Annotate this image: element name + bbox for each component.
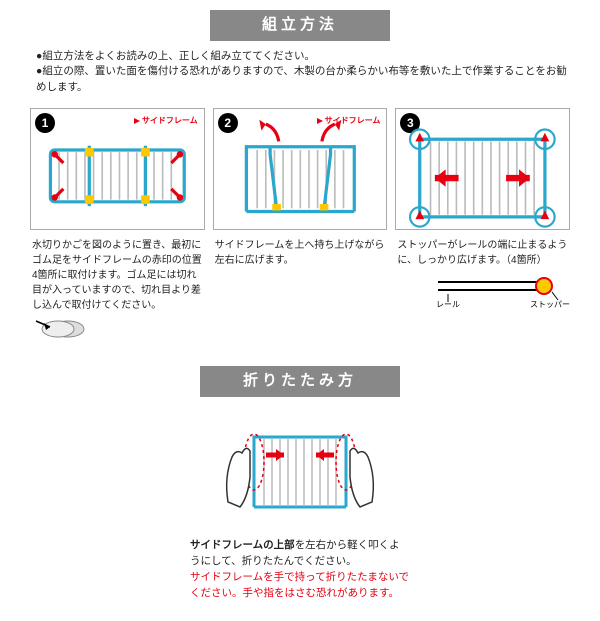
- intro-line: ●組立の際、置いた面を傷付ける恐れがありますので、木製の台か柔らかい布等を敷いた…: [36, 64, 570, 96]
- fold-section: 折りたたみ方: [30, 366, 570, 601]
- assembly-title: 組立方法: [210, 10, 390, 41]
- step-1: 1 サイドフレーム: [30, 108, 205, 230]
- step-2: 2 サイドフレーム: [213, 108, 388, 230]
- svg-text:ストッパー: ストッパー: [530, 300, 570, 308]
- side-frame-label: サイドフレーム: [317, 115, 381, 127]
- svg-text:レール: レール: [436, 300, 460, 308]
- rail-diagram: レール ストッパー: [395, 272, 570, 314]
- fold-bold: サイドフレームの上部: [190, 539, 295, 551]
- intro-text: ●組立方法をよくお読みの上、正しく組み立ててください。 ●組立の際、置いた面を傷…: [36, 49, 570, 96]
- fold-text: サイドフレームの上部を左右から軽く叩くようにして、折りたたんでください。 サイド…: [190, 538, 410, 601]
- fold-title: 折りたたみ方: [200, 366, 400, 397]
- step-caption: ストッパーがレールの端に止まるように、しっかり広げます。（4箇所）: [395, 234, 570, 268]
- fold-diagram: [210, 407, 390, 527]
- steps-row: 1 サイドフレーム: [30, 108, 570, 230]
- step-caption: サイドフレームを上へ持ち上げながら左右に広げます。: [213, 234, 388, 268]
- fold-warning: サイドフレームを手で持って折りたたまないでください。手や指をはさむ恐れがあります…: [190, 571, 409, 599]
- foot-diagram: [30, 315, 90, 343]
- side-frame-label: サイドフレーム: [134, 115, 198, 127]
- intro-line: ●組立方法をよくお読みの上、正しく組み立ててください。: [36, 49, 570, 65]
- step-3: 3: [395, 108, 570, 230]
- step-caption: 水切りかごを図のように置き、最初にゴム足をサイドフレームの赤印の位置4箇所に取付…: [30, 234, 205, 313]
